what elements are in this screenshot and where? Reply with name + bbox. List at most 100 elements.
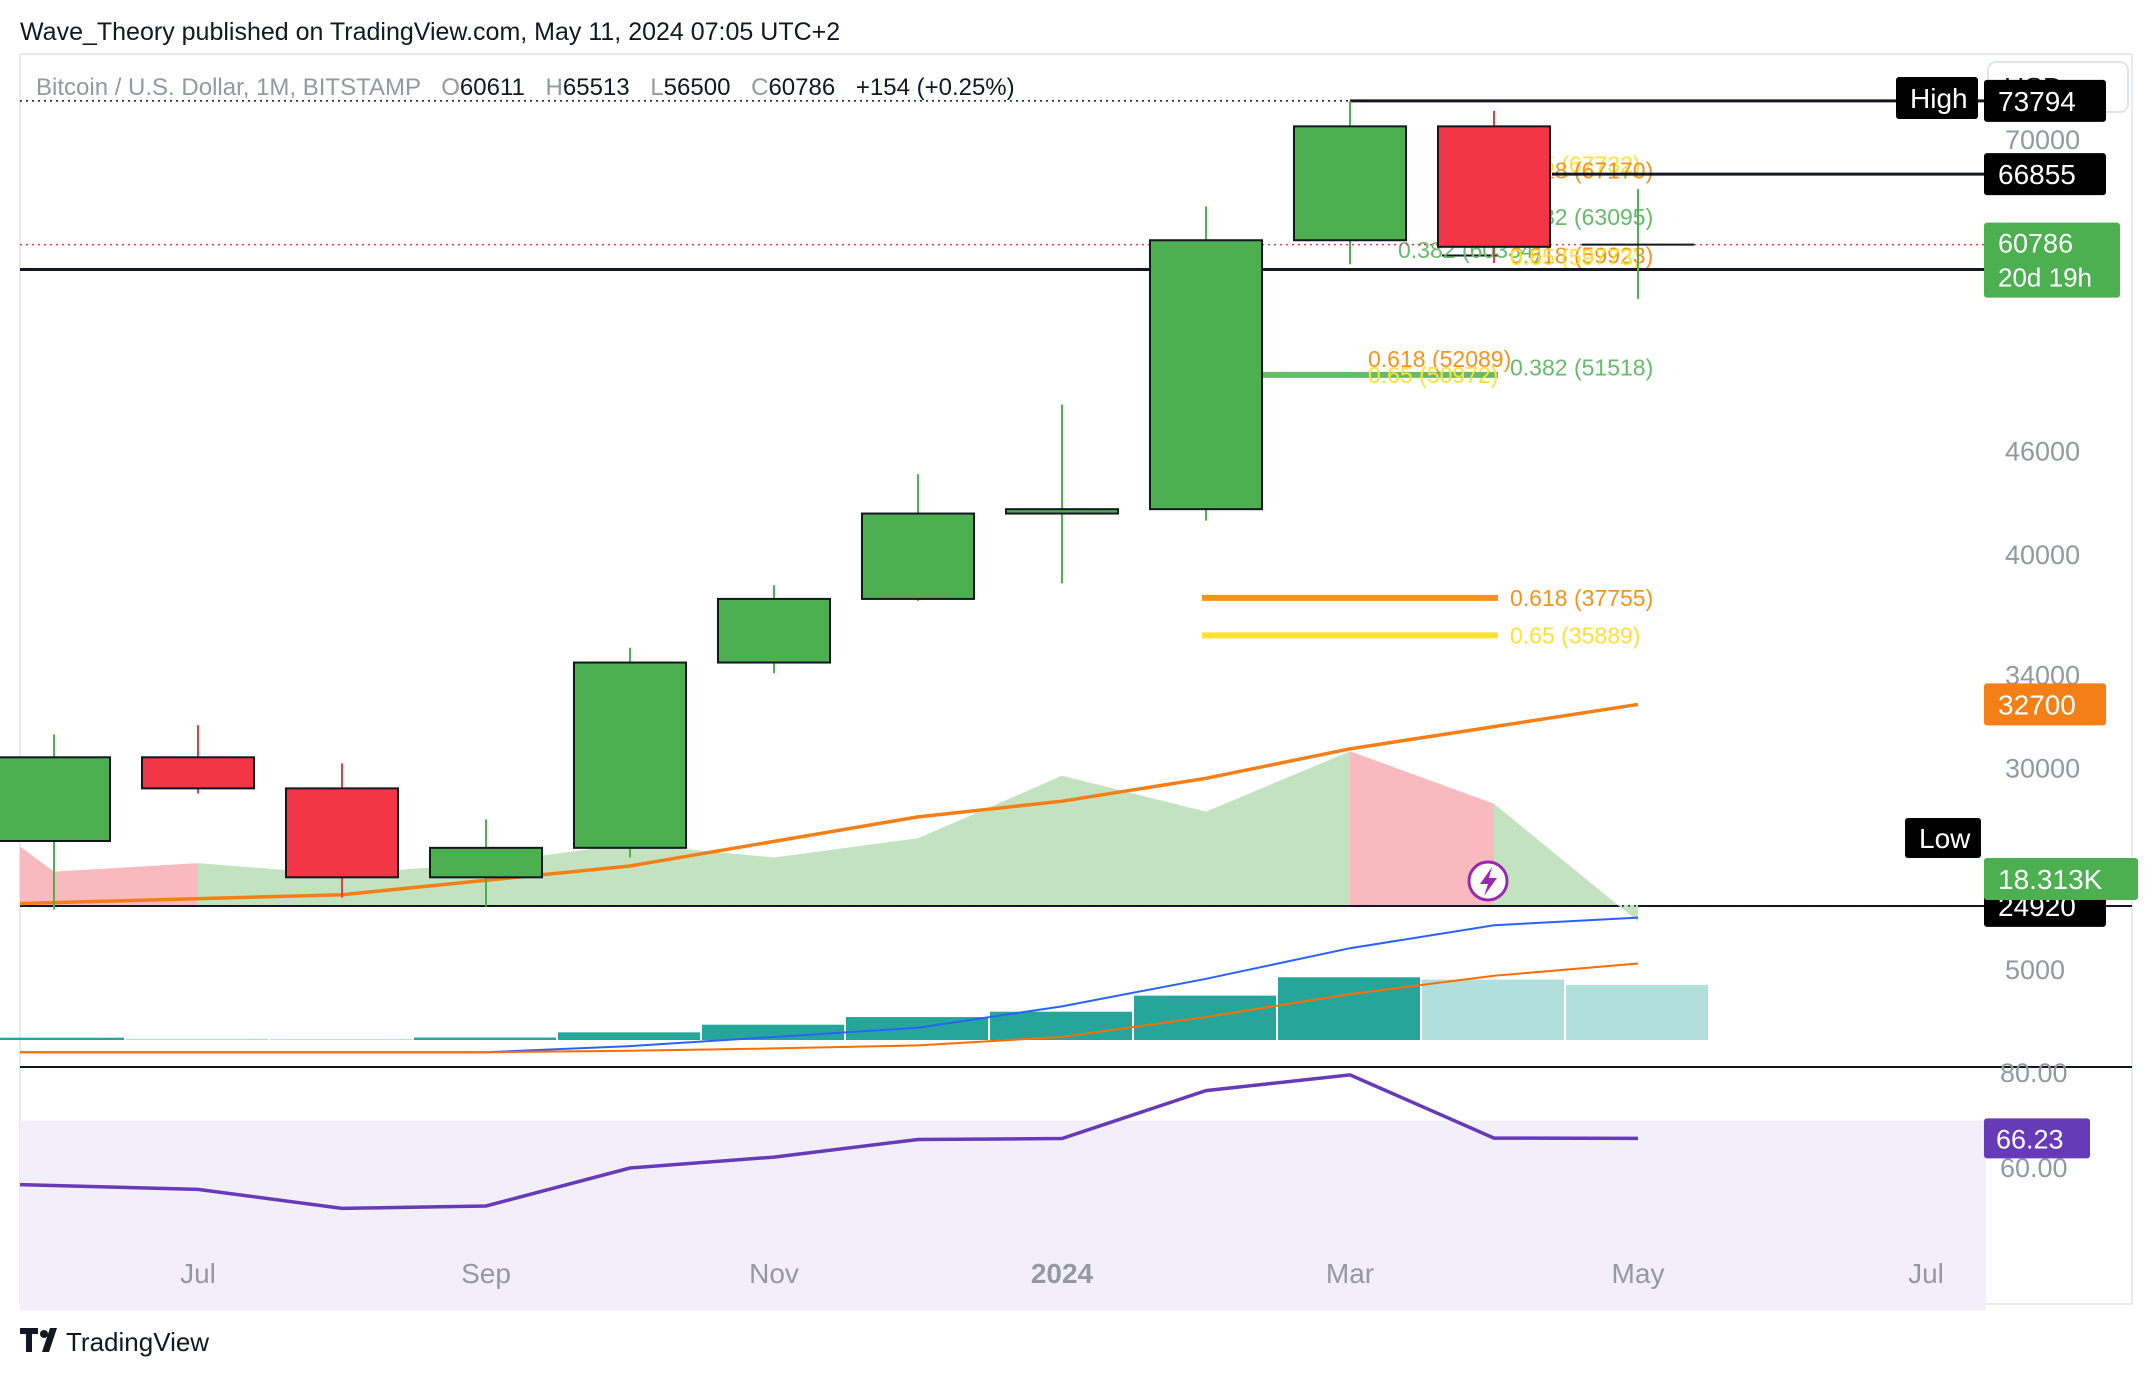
open-label: O — [441, 74, 460, 101]
low-tag-text: Low — [1919, 823, 1971, 854]
volume-area-segment — [918, 775, 1062, 905]
candle-body — [717, 597, 831, 664]
price-tag-66855-text: 66855 — [1998, 159, 2076, 190]
close-value: 60786 — [768, 74, 835, 101]
svg-text:Bitcoin / U.S. Dollar, 1M, BIT: Bitcoin / U.S. Dollar, 1M, BITSTAMP O606… — [36, 74, 1015, 101]
close-label: C — [751, 74, 768, 101]
candle-body — [1149, 239, 1263, 511]
publisher-caption: Wave_Theory published on TradingView.com… — [20, 18, 840, 46]
fibonacci-layer: 0.65 (67732)0.618 (67170)0.382 (63095)0.… — [1202, 151, 1653, 648]
macd-axis-tick: 5000 — [2005, 955, 2065, 985]
macd-histogram-bar — [1422, 979, 1564, 1040]
rsi-value-tag-text: 66.23 — [1996, 1124, 2064, 1154]
price-axis-tick: 30000 — [2005, 753, 2080, 783]
last-price-value: 60786 — [1998, 229, 2073, 259]
change-value: +154 (+0.25%) — [856, 74, 1015, 101]
rsi-line — [19, 1073, 1639, 1211]
last-price-tag-bg — [1984, 222, 2120, 298]
time-axis-tick: Mar — [1326, 1258, 1374, 1289]
ma-value-tag-bg — [1984, 683, 2106, 726]
volume-area-segment — [1350, 751, 1494, 905]
signal-line — [20, 962, 1639, 1054]
moving-average-line — [19, 702, 1639, 906]
low-tag-bg — [1905, 818, 1981, 858]
time-axis-tick: Jul — [180, 1258, 216, 1289]
macd-histogram-bar — [702, 1024, 844, 1040]
low-value: 56500 — [664, 74, 731, 101]
candle-body — [1293, 125, 1407, 242]
footer-brand: TradingView — [66, 1327, 209, 1357]
last-price-tag: 60786 20d 19h — [1984, 222, 2120, 298]
high-value: 65513 — [563, 74, 630, 101]
rsi-band — [20, 1120, 1986, 1311]
candle-body — [429, 846, 543, 879]
candle-body — [285, 787, 399, 879]
countdown-value: 20d 19h — [1998, 263, 2092, 293]
price-tag-66855: 66855 — [1984, 153, 2106, 196]
high-label: H — [546, 74, 563, 101]
price-tag-73794-text: 73794 — [1998, 86, 2076, 117]
macd-histogram-bar — [414, 1037, 556, 1040]
price-tags-layer: HighLow7379466855587836078620d 19h249203… — [1896, 77, 2138, 927]
candle-body — [0, 756, 111, 842]
moving-average-layer — [19, 702, 1639, 906]
volume-area-segment — [1062, 775, 1206, 905]
candle-body — [573, 661, 687, 849]
fib-label: 0.382 (51518) — [1510, 354, 1653, 380]
volume-area-segment — [1494, 803, 1638, 922]
fib-label: 0.65 (50972) — [1368, 362, 1498, 388]
ma-value-tag: 32700 — [1984, 683, 2106, 726]
time-axis-tick: 2024 — [1031, 1258, 1094, 1289]
rsi-axis-tick: 80.00 — [2000, 1058, 2068, 1088]
price-tag-73794-bg — [1984, 79, 2106, 122]
macd-histogram-bar — [990, 1011, 1132, 1040]
price-tag-66855-bg — [1984, 153, 2106, 196]
macd-histogram-bar — [1566, 984, 1708, 1040]
rsi-value-tag-bg — [1984, 1118, 2090, 1159]
time-axis-tick: Nov — [749, 1258, 799, 1289]
fib-label: 0.618 (52089) — [1368, 346, 1511, 372]
volume-area-segment — [1206, 751, 1350, 905]
symbol-name: Bitcoin / U.S. Dollar, 1M, BITSTAMP — [36, 74, 421, 101]
fib-label: 0.618 (37755) — [1510, 585, 1653, 611]
time-axis-tick: Sep — [461, 1258, 511, 1289]
fib-label: 0.65 (35889) — [1510, 622, 1640, 648]
volume-value-tag-text: 18.313K — [1998, 864, 2103, 895]
low-tag: Low — [1905, 818, 1981, 858]
symbol-legend: Bitcoin / U.S. Dollar, 1M, BITSTAMP O606… — [36, 74, 1015, 101]
price-tag-73794: 73794 — [1984, 79, 2106, 122]
price-axis-tick: 46000 — [2005, 436, 2080, 466]
rsi-value-tag: 66.23 — [1984, 1118, 2090, 1159]
ma-value-tag-text: 32700 — [1998, 689, 2076, 720]
macd-histogram-bar — [1278, 977, 1420, 1040]
macd-histogram-bar — [558, 1032, 700, 1040]
time-axis: Jul Sep Nov 2024 Mar May Jul — [180, 1258, 1944, 1289]
low-label: L — [650, 74, 663, 101]
macd-panel: 5000 — [0, 916, 2065, 1054]
lightning-icon[interactable] — [1467, 860, 1509, 902]
price-lines-layer — [20, 99, 1985, 907]
volume-area-segment — [54, 863, 198, 905]
candle-body — [1005, 508, 1119, 515]
price-axis-tick: 40000 — [2005, 540, 2080, 570]
macd-histogram-bar — [126, 1038, 268, 1040]
fib-label: 0.65 (59773) — [1510, 244, 1640, 270]
price-axis-tick: 70000 — [2005, 125, 2080, 155]
time-axis-tick: Jul — [1908, 1258, 1944, 1289]
macd-histogram-bar — [270, 1039, 412, 1040]
candle-body — [861, 512, 975, 600]
high-tag-text: High — [1910, 83, 1968, 114]
candle-body — [1437, 125, 1551, 248]
volume-value-tag-bg — [1984, 858, 2138, 900]
high-tag-bg — [1896, 77, 1978, 119]
volume-area-segment — [774, 838, 918, 905]
candle-body — [141, 756, 255, 790]
high-tag: High — [1896, 77, 1978, 119]
macd-histogram-bar — [0, 1037, 124, 1040]
open-value: 60611 — [460, 74, 525, 101]
volume-value-tag: 18.313K — [1984, 858, 2138, 900]
time-axis-tick: May — [1612, 1258, 1665, 1289]
candles-layer[interactable] — [0, 100, 1694, 910]
